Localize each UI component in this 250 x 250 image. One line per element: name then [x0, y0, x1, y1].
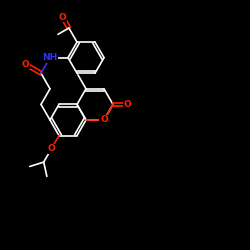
Text: O: O: [59, 12, 66, 22]
Text: O: O: [48, 144, 55, 153]
Text: O: O: [100, 116, 108, 124]
Text: O: O: [124, 100, 132, 109]
Text: O: O: [22, 60, 29, 69]
Text: NH: NH: [42, 53, 58, 62]
